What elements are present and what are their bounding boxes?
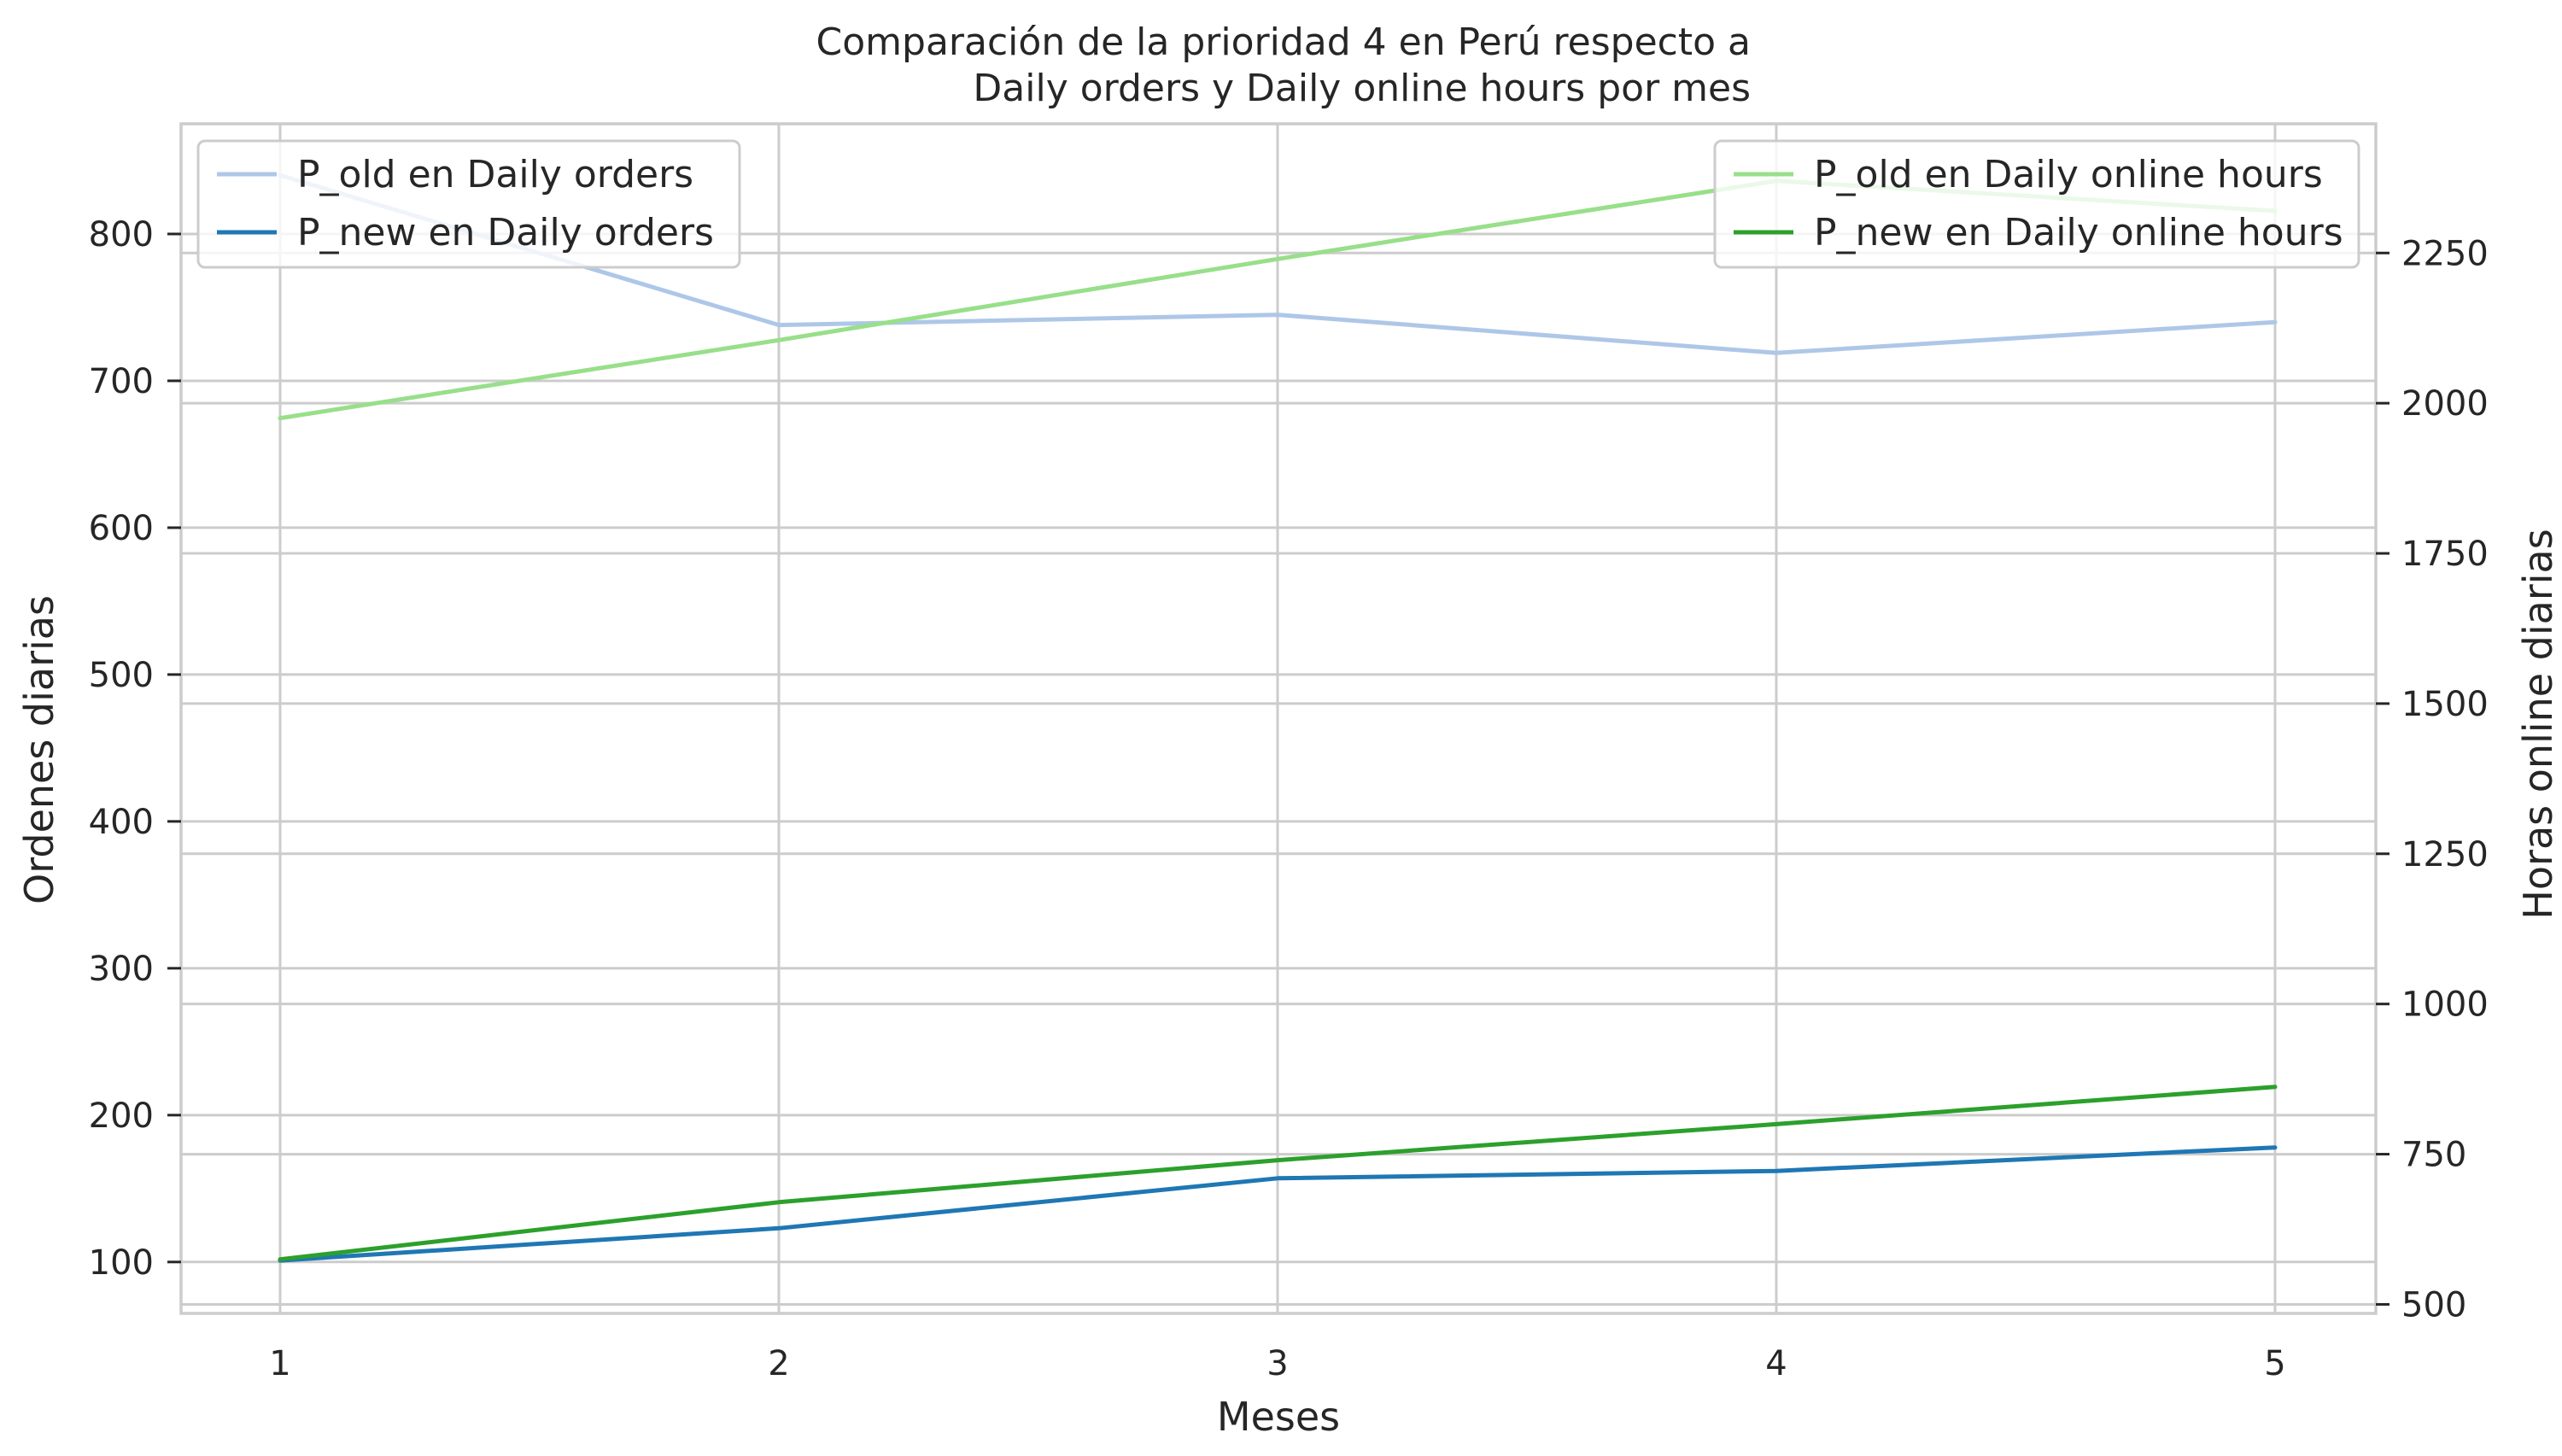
data-point-p-new-hours-1	[280, 1259, 281, 1260]
legend-left: P_old en Daily orders P_new en Daily orde…	[196, 139, 741, 269]
y-left-tick-label-800: 800	[89, 215, 154, 254]
x-axis-label: Meses	[1217, 1394, 1340, 1440]
chart-title-line2: Daily orders y Daily online hours por me…	[973, 67, 1751, 110]
y-right-tick-label-1750: 1750	[2401, 535, 2489, 574]
y-right-tick-label-1500: 1500	[2401, 685, 2489, 724]
data-point-p-old-hours-2	[779, 340, 780, 341]
legend-right-box	[1713, 139, 2360, 269]
series-line-p-new-hours	[278, 1085, 2278, 1262]
y-left-tick-label-100: 100	[89, 1243, 154, 1283]
y-axis-right-label: Horas online diarias	[2515, 529, 2561, 919]
legend-left-label-1: P_old en Daily orders	[297, 153, 693, 196]
x-tick-label-5: 5	[2264, 1344, 2285, 1383]
legend-left-box	[196, 139, 741, 269]
series-line-p-new-orders	[278, 1145, 2278, 1263]
data-point-p-new-hours-4	[1776, 1124, 1777, 1125]
y-right-tick-label-1250: 1250	[2401, 835, 2489, 874]
plot-frame-border	[179, 122, 2378, 1315]
data-point-p-new-orders-2	[779, 1228, 780, 1229]
data-point-p-new-hours-5	[2275, 1086, 2276, 1087]
y-left-tick-label-200: 200	[89, 1096, 154, 1136]
data-point-p-old-orders-4	[1776, 353, 1777, 354]
data-point-p-new-orders-5	[2275, 1147, 2276, 1148]
y-right-tick-label-750: 750	[2401, 1136, 2466, 1175]
x-tick-label-4: 4	[1765, 1344, 1787, 1383]
y-left-tick-label-500: 500	[89, 656, 154, 695]
y-right-tick-label-2250: 2250	[2401, 234, 2489, 273]
legend-right-label-1: P_old en Daily online hours	[1814, 153, 2323, 196]
grid	[181, 124, 2376, 1313]
y-left-tick-label-700: 700	[89, 362, 154, 401]
y-axis-left-label: Ordenes diarias	[16, 595, 62, 904]
y-right-tick-label-1000: 1000	[2401, 985, 2489, 1025]
data-point-p-old-orders-5	[2275, 322, 2276, 323]
y-left-tick-label-400: 400	[89, 803, 154, 842]
x-tick-label-1: 1	[269, 1344, 290, 1383]
legend-left-label-2: P_new en Daily orders	[297, 211, 714, 254]
ticks-layer: 1 2 3 4 5 100 200 300 400 500 600 700 800 500 750 1000 1…	[89, 215, 2489, 1383]
y-right-tick-label-2000: 2000	[2401, 384, 2489, 424]
y-left-tick-label-600: 600	[89, 509, 154, 548]
y-right-tick-label-500: 500	[2401, 1285, 2466, 1324]
data-point-p-new-orders-4	[1776, 1171, 1777, 1172]
x-tick-label-2: 2	[768, 1344, 789, 1383]
series-line-p-old-orders	[278, 172, 2278, 355]
chart-title-line1: Comparación de la prioridad 4 en Perú re…	[816, 20, 1751, 64]
y-left-tick-label-300: 300	[89, 950, 154, 989]
plot-frame	[179, 122, 2378, 1315]
legend-right: P_old en Daily online hours P_new en Dail…	[1713, 139, 2360, 269]
legend-right-label-2: P_new en Daily online hours	[1814, 211, 2343, 254]
x-tick-label-3: 3	[1266, 1344, 1288, 1383]
